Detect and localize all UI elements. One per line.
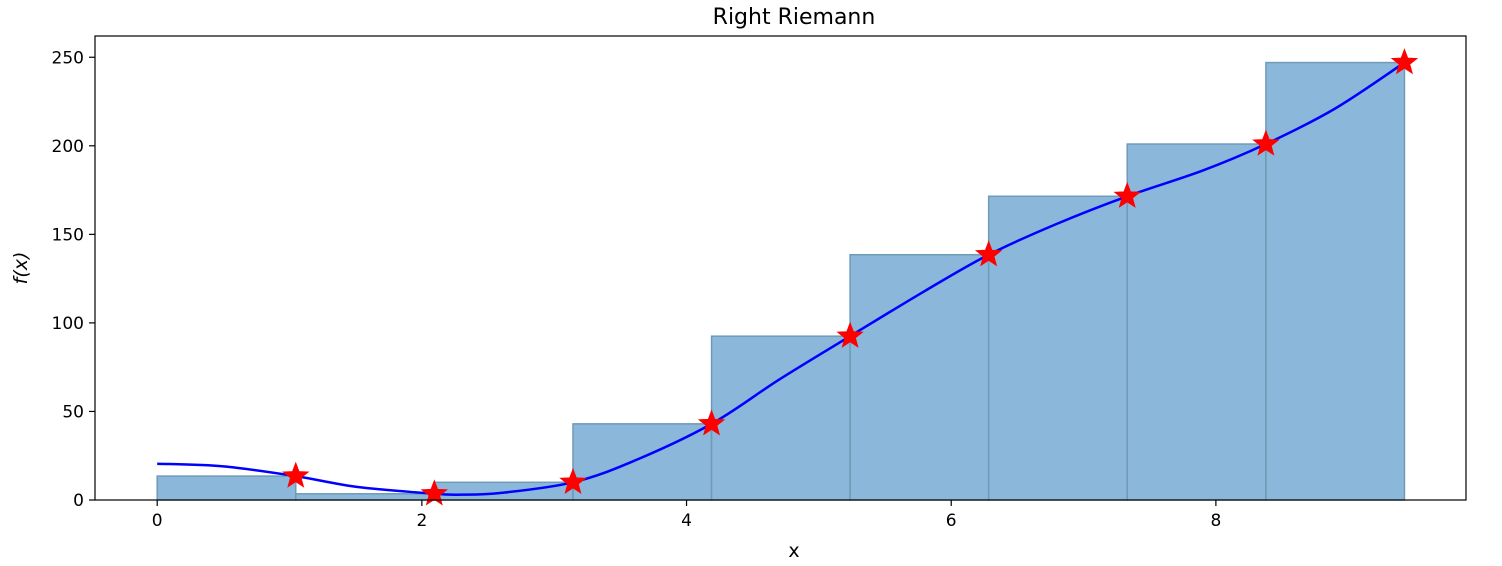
star-marker: [282, 461, 310, 488]
x-tick-label: 0: [152, 511, 163, 531]
plot-area: [156, 48, 1419, 506]
chart-title: Right Riemann: [713, 5, 876, 30]
x-tick-label: 4: [681, 511, 692, 531]
bar: [295, 493, 436, 501]
y-tick-label: 150: [52, 225, 84, 245]
bar: [849, 253, 990, 501]
x-tick-label: 2: [416, 511, 427, 531]
star-marker: [420, 479, 449, 506]
y-tick-label: 100: [52, 314, 84, 334]
bar: [1265, 61, 1406, 501]
star-marker: [1390, 48, 1419, 75]
bar: [156, 475, 297, 501]
x-tick-label: 6: [946, 511, 957, 531]
y-tick-label: 50: [62, 402, 84, 422]
star-marker: [697, 409, 726, 436]
y-axis-ticks: 0 50 100 150 200 250: [52, 48, 95, 511]
y-tick-label: 250: [52, 48, 84, 68]
star-marker: [1252, 129, 1280, 156]
star-marker: [1113, 181, 1141, 208]
axes-frame: [94, 35, 1467, 501]
bar: [1126, 143, 1267, 501]
y-axis-label: f(x): [10, 252, 32, 285]
y-tick-label: 0: [73, 491, 84, 511]
bar: [710, 335, 851, 501]
x-axis-ticks: 0 2 4 6 8: [152, 500, 1221, 531]
x-tick-label: 8: [1210, 511, 1221, 531]
star-marker: [836, 321, 864, 348]
star-marker: [559, 467, 587, 494]
bar: [987, 195, 1128, 501]
function-curve: [157, 61, 1406, 497]
x-axis-label: x: [788, 540, 799, 562]
y-tick-label: 200: [52, 137, 84, 157]
bar: [433, 481, 574, 501]
star-marker: [974, 240, 1003, 267]
